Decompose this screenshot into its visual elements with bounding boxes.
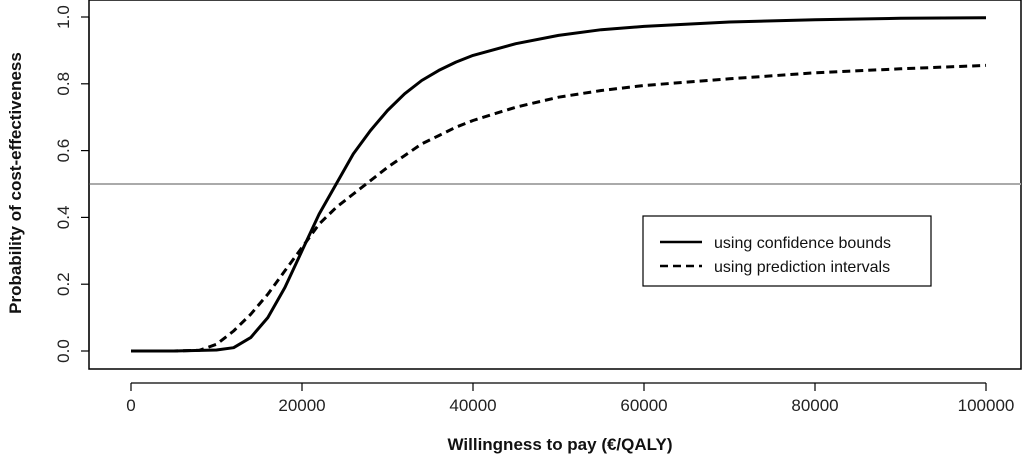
x-tick-label: 100000	[958, 396, 1015, 415]
x-tick-label: 80000	[791, 396, 838, 415]
y-tick-label: 0.8	[54, 72, 73, 96]
legend-box	[642, 215, 932, 287]
y-axis-label: Probability of cost-effectiveness	[6, 52, 25, 314]
x-tick-label: 20000	[278, 396, 325, 415]
legend-label-prediction: using prediction intervals	[714, 259, 890, 276]
y-tick-label: 0.4	[54, 206, 73, 230]
y-tick-label: 0.0	[54, 339, 73, 363]
x-tick-label: 0	[126, 396, 135, 415]
x-axis-label: Willingness to pay (€/QALY)	[448, 435, 673, 454]
y-tick-label: 0.2	[54, 272, 73, 296]
x-tick-label: 60000	[620, 396, 667, 415]
series-line-prediction-intervals	[131, 63, 987, 353]
y-tick-label: 1.0	[54, 5, 73, 29]
legend-label-confidence: using confidence bounds	[714, 235, 891, 252]
x-tick-label: 40000	[449, 396, 496, 415]
legend: using confidence bounds using prediction…	[642, 215, 932, 287]
series-line-confidence-bounds	[131, 16, 987, 353]
y-tick-label: 0.6	[54, 139, 73, 163]
